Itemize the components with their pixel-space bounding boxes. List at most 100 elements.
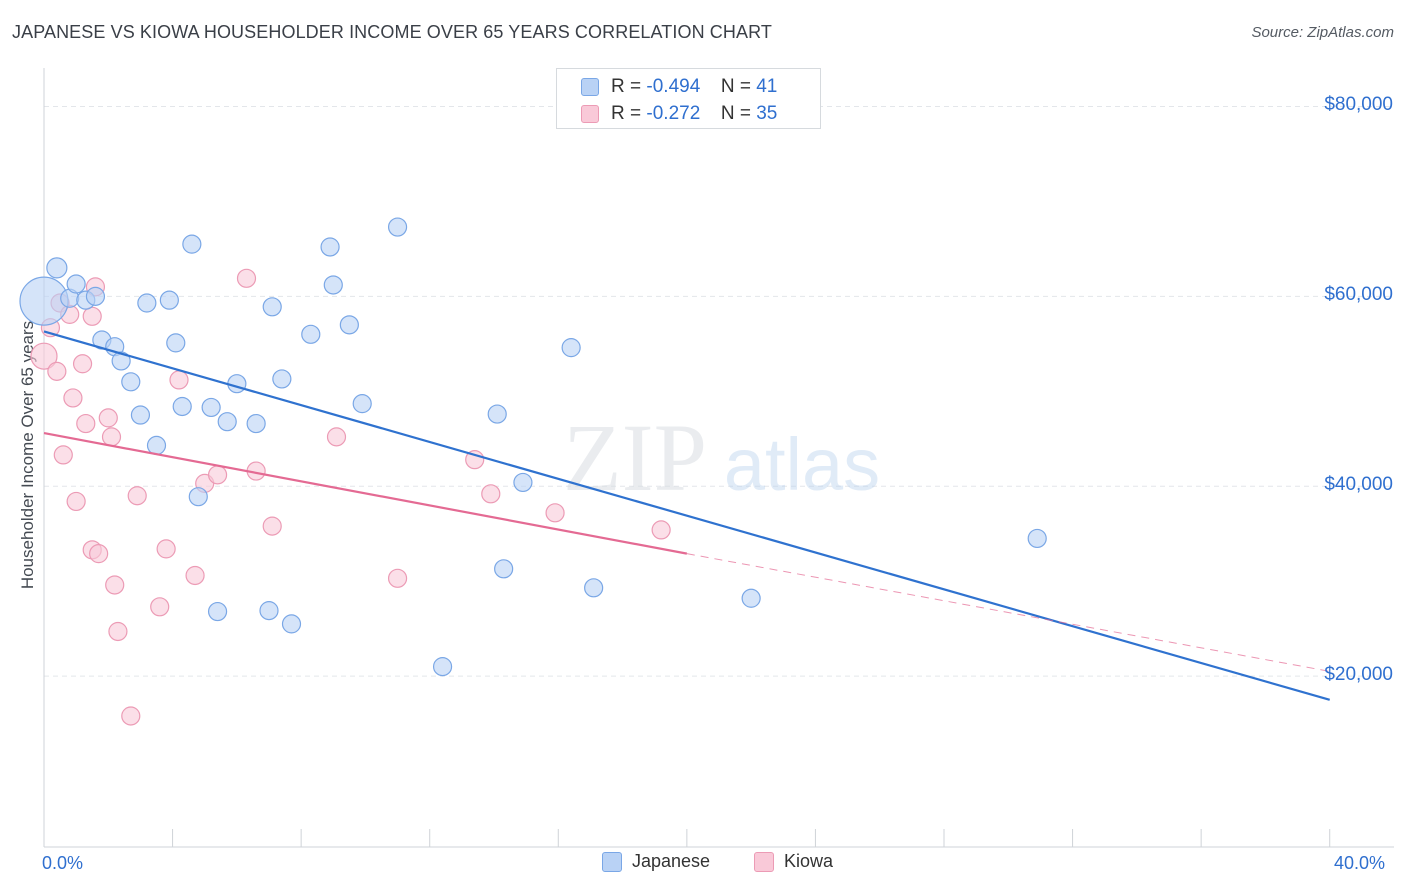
japanese-point <box>387 217 408 237</box>
kiowa-trend-extension <box>686 553 1330 672</box>
japanese-point <box>166 333 186 353</box>
japanese-point <box>561 338 581 358</box>
n-label: N = <box>720 76 751 97</box>
japanese-point <box>227 374 247 394</box>
japanese-point <box>121 372 141 392</box>
japanese-point <box>432 657 453 677</box>
stats-legend: R = -0.494 N = 41 R = -0.272 N = 35 <box>556 68 821 129</box>
japanese-point <box>46 257 68 279</box>
watermark-atlas: atlas <box>724 423 880 506</box>
japanese-point <box>66 274 86 294</box>
kiowa-point <box>30 342 58 370</box>
kiowa-point <box>108 621 128 642</box>
japanese-point <box>301 324 321 344</box>
series-legend: Japanese Kiowa <box>0 851 1406 877</box>
stats-legend-row-kiowa: R = -0.272 N = 35 <box>581 101 777 127</box>
kiowa-point <box>47 361 67 381</box>
kiowa-point <box>89 544 109 564</box>
kiowa-point <box>651 520 671 540</box>
japanese-point <box>182 234 202 254</box>
legend-label-kiowa: Kiowa <box>784 851 834 871</box>
n-value-kiowa: 35 <box>756 103 778 124</box>
japanese-point <box>207 601 228 622</box>
japanese-point <box>246 413 266 434</box>
japanese-trend-line <box>43 330 1331 701</box>
n-label: N = <box>720 103 751 124</box>
japanese-point <box>188 487 208 507</box>
y-tick-label: $60,000 <box>1324 284 1393 306</box>
legend-label-japanese: Japanese <box>632 851 711 871</box>
japanese-point <box>741 588 761 608</box>
stats-legend-row-japanese: R = -0.494 N = 41 <box>581 74 777 100</box>
kiowa-point <box>545 503 565 523</box>
x-tick-label-max: 40.0% <box>1334 853 1386 873</box>
japanese-point <box>259 601 279 621</box>
japanese-point <box>137 293 157 313</box>
watermark-zip: ZIP <box>563 404 707 511</box>
japanese-point <box>487 404 507 424</box>
kiowa-point <box>101 427 122 447</box>
watermark: ZIP atlas <box>563 404 880 511</box>
kiowa-point <box>262 516 282 536</box>
japanese-point <box>339 315 359 335</box>
kiowa-point <box>169 370 189 390</box>
kiowa-point <box>236 268 257 288</box>
r-value-japanese: -0.494 <box>646 76 701 97</box>
japanese-point <box>217 412 237 432</box>
n-value-japanese: 41 <box>756 76 778 97</box>
japanese-point <box>352 394 372 414</box>
japanese-point <box>130 405 151 425</box>
japanese-point <box>320 237 340 257</box>
kiowa-point <box>72 354 93 374</box>
r-label: R = <box>611 76 642 97</box>
kiowa-point <box>150 597 170 617</box>
kiowa-point <box>121 706 141 726</box>
japanese-point <box>323 275 343 295</box>
japanese-point <box>494 559 514 579</box>
japanese-point <box>272 369 292 389</box>
kiowa-point <box>326 427 347 447</box>
japanese-point <box>111 351 131 371</box>
chart-title: JAPANESE VS KIOWA HOUSEHOLDER INCOME OVE… <box>12 22 772 42</box>
japanese-point <box>159 290 179 310</box>
legend-item-kiowa[interactable]: Kiowa <box>754 851 833 872</box>
r-label: R = <box>611 103 642 124</box>
axes <box>43 68 1394 848</box>
kiowa-point <box>185 565 205 586</box>
japanese-swatch <box>581 78 599 96</box>
japanese-point <box>146 435 167 456</box>
y-tick-label: $20,000 <box>1324 664 1393 686</box>
kiowa-legend-swatch <box>754 851 774 872</box>
kiowa-point <box>105 575 125 595</box>
japanese-point <box>281 614 302 634</box>
legend-item-japanese[interactable]: Japanese <box>602 851 710 872</box>
japanese-point <box>513 472 533 493</box>
y-tick-label: $80,000 <box>1324 94 1393 116</box>
japanese-point <box>172 396 192 417</box>
japanese-point <box>1027 528 1047 549</box>
trend-lines <box>43 330 1331 701</box>
kiowa-point <box>156 539 176 559</box>
kiowa-point <box>481 484 501 504</box>
japanese-legend-swatch <box>602 851 622 872</box>
kiowa-point <box>63 388 83 408</box>
kiowa-point <box>53 445 73 465</box>
japanese-point <box>85 286 106 306</box>
series-japanese <box>19 217 1047 677</box>
japanese-point <box>201 397 221 418</box>
r-value-kiowa: -0.272 <box>646 103 701 124</box>
gridlines <box>44 105 1394 677</box>
y-tick-label: $40,000 <box>1324 474 1393 496</box>
source-label: Source: ZipAtlas.com <box>1251 24 1394 41</box>
x-tick-label-min: 0.0% <box>42 853 84 873</box>
kiowa-point <box>207 465 228 485</box>
kiowa-point <box>66 491 86 512</box>
japanese-point <box>262 297 282 317</box>
kiowa-trend-line <box>43 431 688 555</box>
kiowa-point <box>127 486 147 506</box>
kiowa-point <box>76 413 96 434</box>
kiowa-point <box>98 408 118 428</box>
kiowa-point <box>82 306 102 326</box>
kiowa-swatch <box>581 105 599 123</box>
